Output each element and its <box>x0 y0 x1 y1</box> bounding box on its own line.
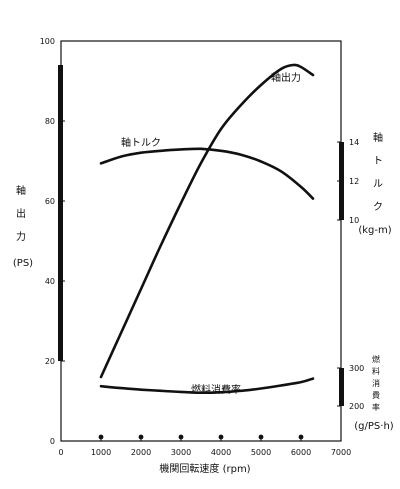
power-axis-label-char: 軸 <box>16 184 26 197</box>
fuel-axis: 200 300 燃料消費率 (g/PS·h) <box>337 354 394 432</box>
power-scale-bar <box>58 65 63 361</box>
x-tick-label: 1000 <box>91 448 111 457</box>
x-tick-label: 0 <box>58 448 63 457</box>
power-axis-label-char: 出 <box>16 207 26 220</box>
fuel-axis-unit: (g/PS·h) <box>354 421 394 432</box>
power-tick-label: 60 <box>45 197 55 206</box>
torque-scale-bar <box>339 142 344 220</box>
fuel-tick-label: 300 <box>349 364 364 373</box>
torque-tick-label: 10 <box>349 216 359 225</box>
power-curve-label: 軸出力 <box>271 71 301 84</box>
fuel-scale-bar <box>339 368 344 406</box>
torque-axis-unit: (kg-m) <box>358 225 391 236</box>
power-curve <box>99 63 315 379</box>
power-tick-label: 80 <box>45 117 55 126</box>
torque-axis-label-char: ト <box>373 156 383 167</box>
measurement-point <box>298 434 304 440</box>
torque-axis: 10 12 14 軸トルク (kg-m) <box>337 131 392 236</box>
x-tick-label: 5000 <box>251 448 271 457</box>
x-tick-label: 3000 <box>171 448 191 457</box>
power-tick-label: 40 <box>45 277 55 286</box>
measurement-point <box>138 434 144 440</box>
x-axis-title: 機関回転速度 (rpm) <box>159 462 250 475</box>
x-tick-label: 4000 <box>211 448 231 457</box>
power-axis-label-char: 力 <box>16 230 26 243</box>
power-axis: 0 20 40 60 80 100 軸出力 (PS) <box>13 37 65 446</box>
x-tick-label: 7000 <box>331 448 351 457</box>
fuel-consumption-curve-label: 燃料消費率 <box>191 383 241 396</box>
torque-axis-label-char: ク <box>373 201 383 213</box>
axis-bars <box>58 65 344 406</box>
measurement-point <box>218 434 224 440</box>
plot-frame <box>60 40 342 442</box>
power-tick-label: 100 <box>40 37 55 46</box>
fuel-axis-label-char: 費 <box>372 390 380 400</box>
fuel-consumption-curve <box>99 377 315 395</box>
measurement-point <box>178 434 184 440</box>
x-tick-label: 6000 <box>291 448 311 457</box>
torque-axis-label-char: ル <box>373 179 383 190</box>
fuel-axis-label-char: 料 <box>372 366 380 376</box>
torque-curve <box>99 147 315 200</box>
measurement-point <box>98 434 104 440</box>
fuel-axis-label-char: 率 <box>372 402 380 412</box>
torque-tick-label: 14 <box>349 138 359 147</box>
measurement-points <box>98 434 304 440</box>
fuel-axis-label-char: 消 <box>372 378 380 388</box>
power-axis-unit: (PS) <box>13 258 33 269</box>
torque-curve-label: 軸トルク <box>121 136 161 149</box>
fuel-tick-label: 200 <box>349 402 364 411</box>
x-axis: 0 1000 2000 3000 4000 5000 6000 7000 機関回転速度 (rpm… <box>58 437 351 475</box>
power-tick-label: 20 <box>45 357 55 366</box>
power-tick-label: 0 <box>50 437 55 446</box>
torque-axis-label-char: 軸 <box>373 131 383 144</box>
fuel-axis-label-char: 燃 <box>372 354 380 364</box>
measurement-point <box>258 434 264 440</box>
x-tick-label: 2000 <box>131 448 151 457</box>
torque-tick-label: 12 <box>349 177 359 186</box>
